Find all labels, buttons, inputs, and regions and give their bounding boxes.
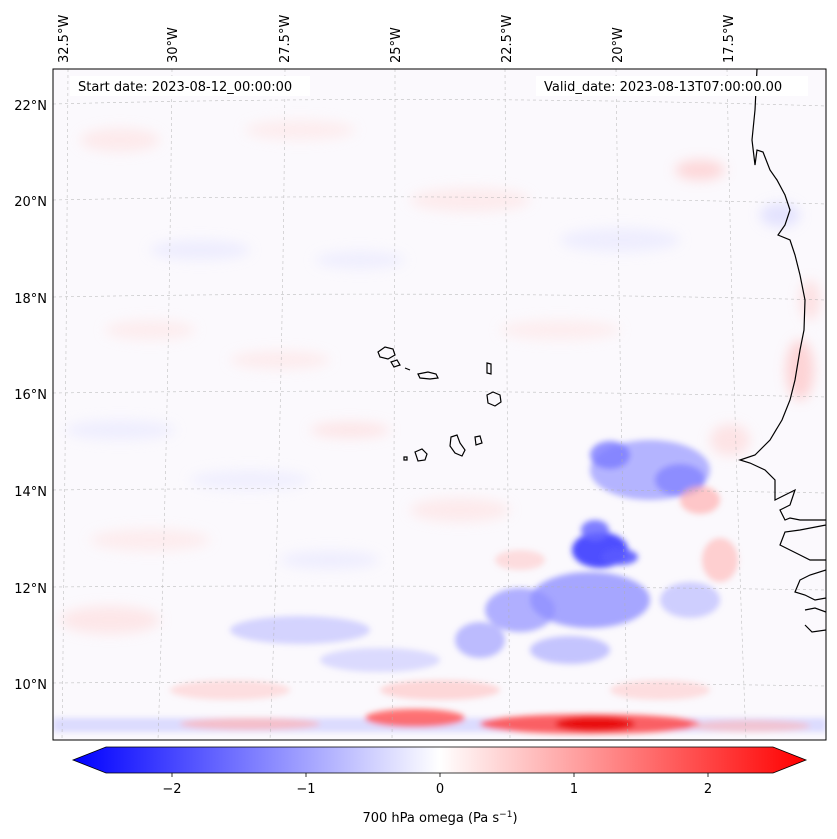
colorbar-bar xyxy=(71,746,808,774)
lon-tick-label: 17.5°W xyxy=(722,15,737,63)
island-sal xyxy=(486,362,492,375)
lon-tick-label: 30°W xyxy=(166,27,181,63)
colorbar: −2 −1 0 1 2 700 hPa omega (Pa s−1) xyxy=(71,746,808,826)
lat-tick-label: 12°N xyxy=(14,582,47,597)
start-date-label: Start date: 2023-08-12_00:00:00 xyxy=(78,80,292,95)
colorbar-tick-label: 1 xyxy=(570,782,578,797)
lon-tick-labels: 32.5°W 30°W 27.5°W 25°W 22.5°W 20°W 17.5… xyxy=(57,15,737,63)
start-label-box xyxy=(70,76,310,96)
island-fogo xyxy=(414,448,428,462)
colorbar-ticks xyxy=(171,773,709,777)
colorbar-title-suffix: ) xyxy=(512,811,517,826)
omega-field-southern-band xyxy=(53,709,826,734)
colorbar-tick-label: −2 xyxy=(162,782,181,797)
lon-tick-label: 32.5°W xyxy=(57,15,72,63)
africa-coastline xyxy=(738,69,826,633)
lat-tick-label: 10°N xyxy=(14,678,47,693)
lat-tick-label: 14°N xyxy=(14,485,47,500)
lon-tick-label: 25°W xyxy=(389,27,404,63)
coastlines xyxy=(377,69,826,633)
lon-tick-label: 27.5°W xyxy=(278,15,293,63)
valid-label-box xyxy=(536,76,808,96)
island-santiago xyxy=(449,434,466,457)
island-brava xyxy=(403,456,408,461)
colorbar-tick-labels: −2 −1 0 1 2 xyxy=(162,782,712,797)
lat-tick-label: 20°N xyxy=(14,195,47,210)
map-panel[interactable]: Start date: 2023-08-12_00:00:00 Valid_da… xyxy=(52,68,827,741)
island-maio xyxy=(474,435,483,446)
lat-tick-label: 16°N xyxy=(14,388,47,403)
island-santa-luzia xyxy=(404,367,411,371)
map-frame xyxy=(52,68,827,741)
island-boa-vista xyxy=(486,391,502,407)
island-sao-nicolau xyxy=(417,371,439,380)
lat-tick-label: 18°N xyxy=(14,292,47,307)
lon-tick-label: 22.5°W xyxy=(500,15,515,63)
omega-field-light-blobs xyxy=(60,120,820,634)
colorbar-title-main: 700 hPa omega (Pa s xyxy=(362,811,499,826)
colorbar-tick-label: 0 xyxy=(436,782,444,797)
colorbar-tick-label: −1 xyxy=(296,782,315,797)
map-background xyxy=(53,69,826,740)
colorbar-title-superscript: −1 xyxy=(499,810,512,820)
lon-tick-label: 20°W xyxy=(611,27,626,63)
colorbar-title: 700 hPa omega (Pa s−1) xyxy=(362,810,517,826)
omega-field xyxy=(53,120,826,734)
valid-date-label: Valid_date: 2023-08-13T07:00:00.00 xyxy=(544,80,782,95)
lat-tick-labels: 22°N 20°N 18°N 16°N 14°N 12°N 10°N xyxy=(14,99,47,693)
lat-tick-label: 22°N xyxy=(14,99,47,114)
graticule xyxy=(53,69,826,740)
colorbar-tick-label: 2 xyxy=(704,782,712,797)
island-sao-vicente xyxy=(390,359,401,368)
omega-field-upward-region xyxy=(170,440,738,700)
island-santo-antao xyxy=(377,346,396,360)
